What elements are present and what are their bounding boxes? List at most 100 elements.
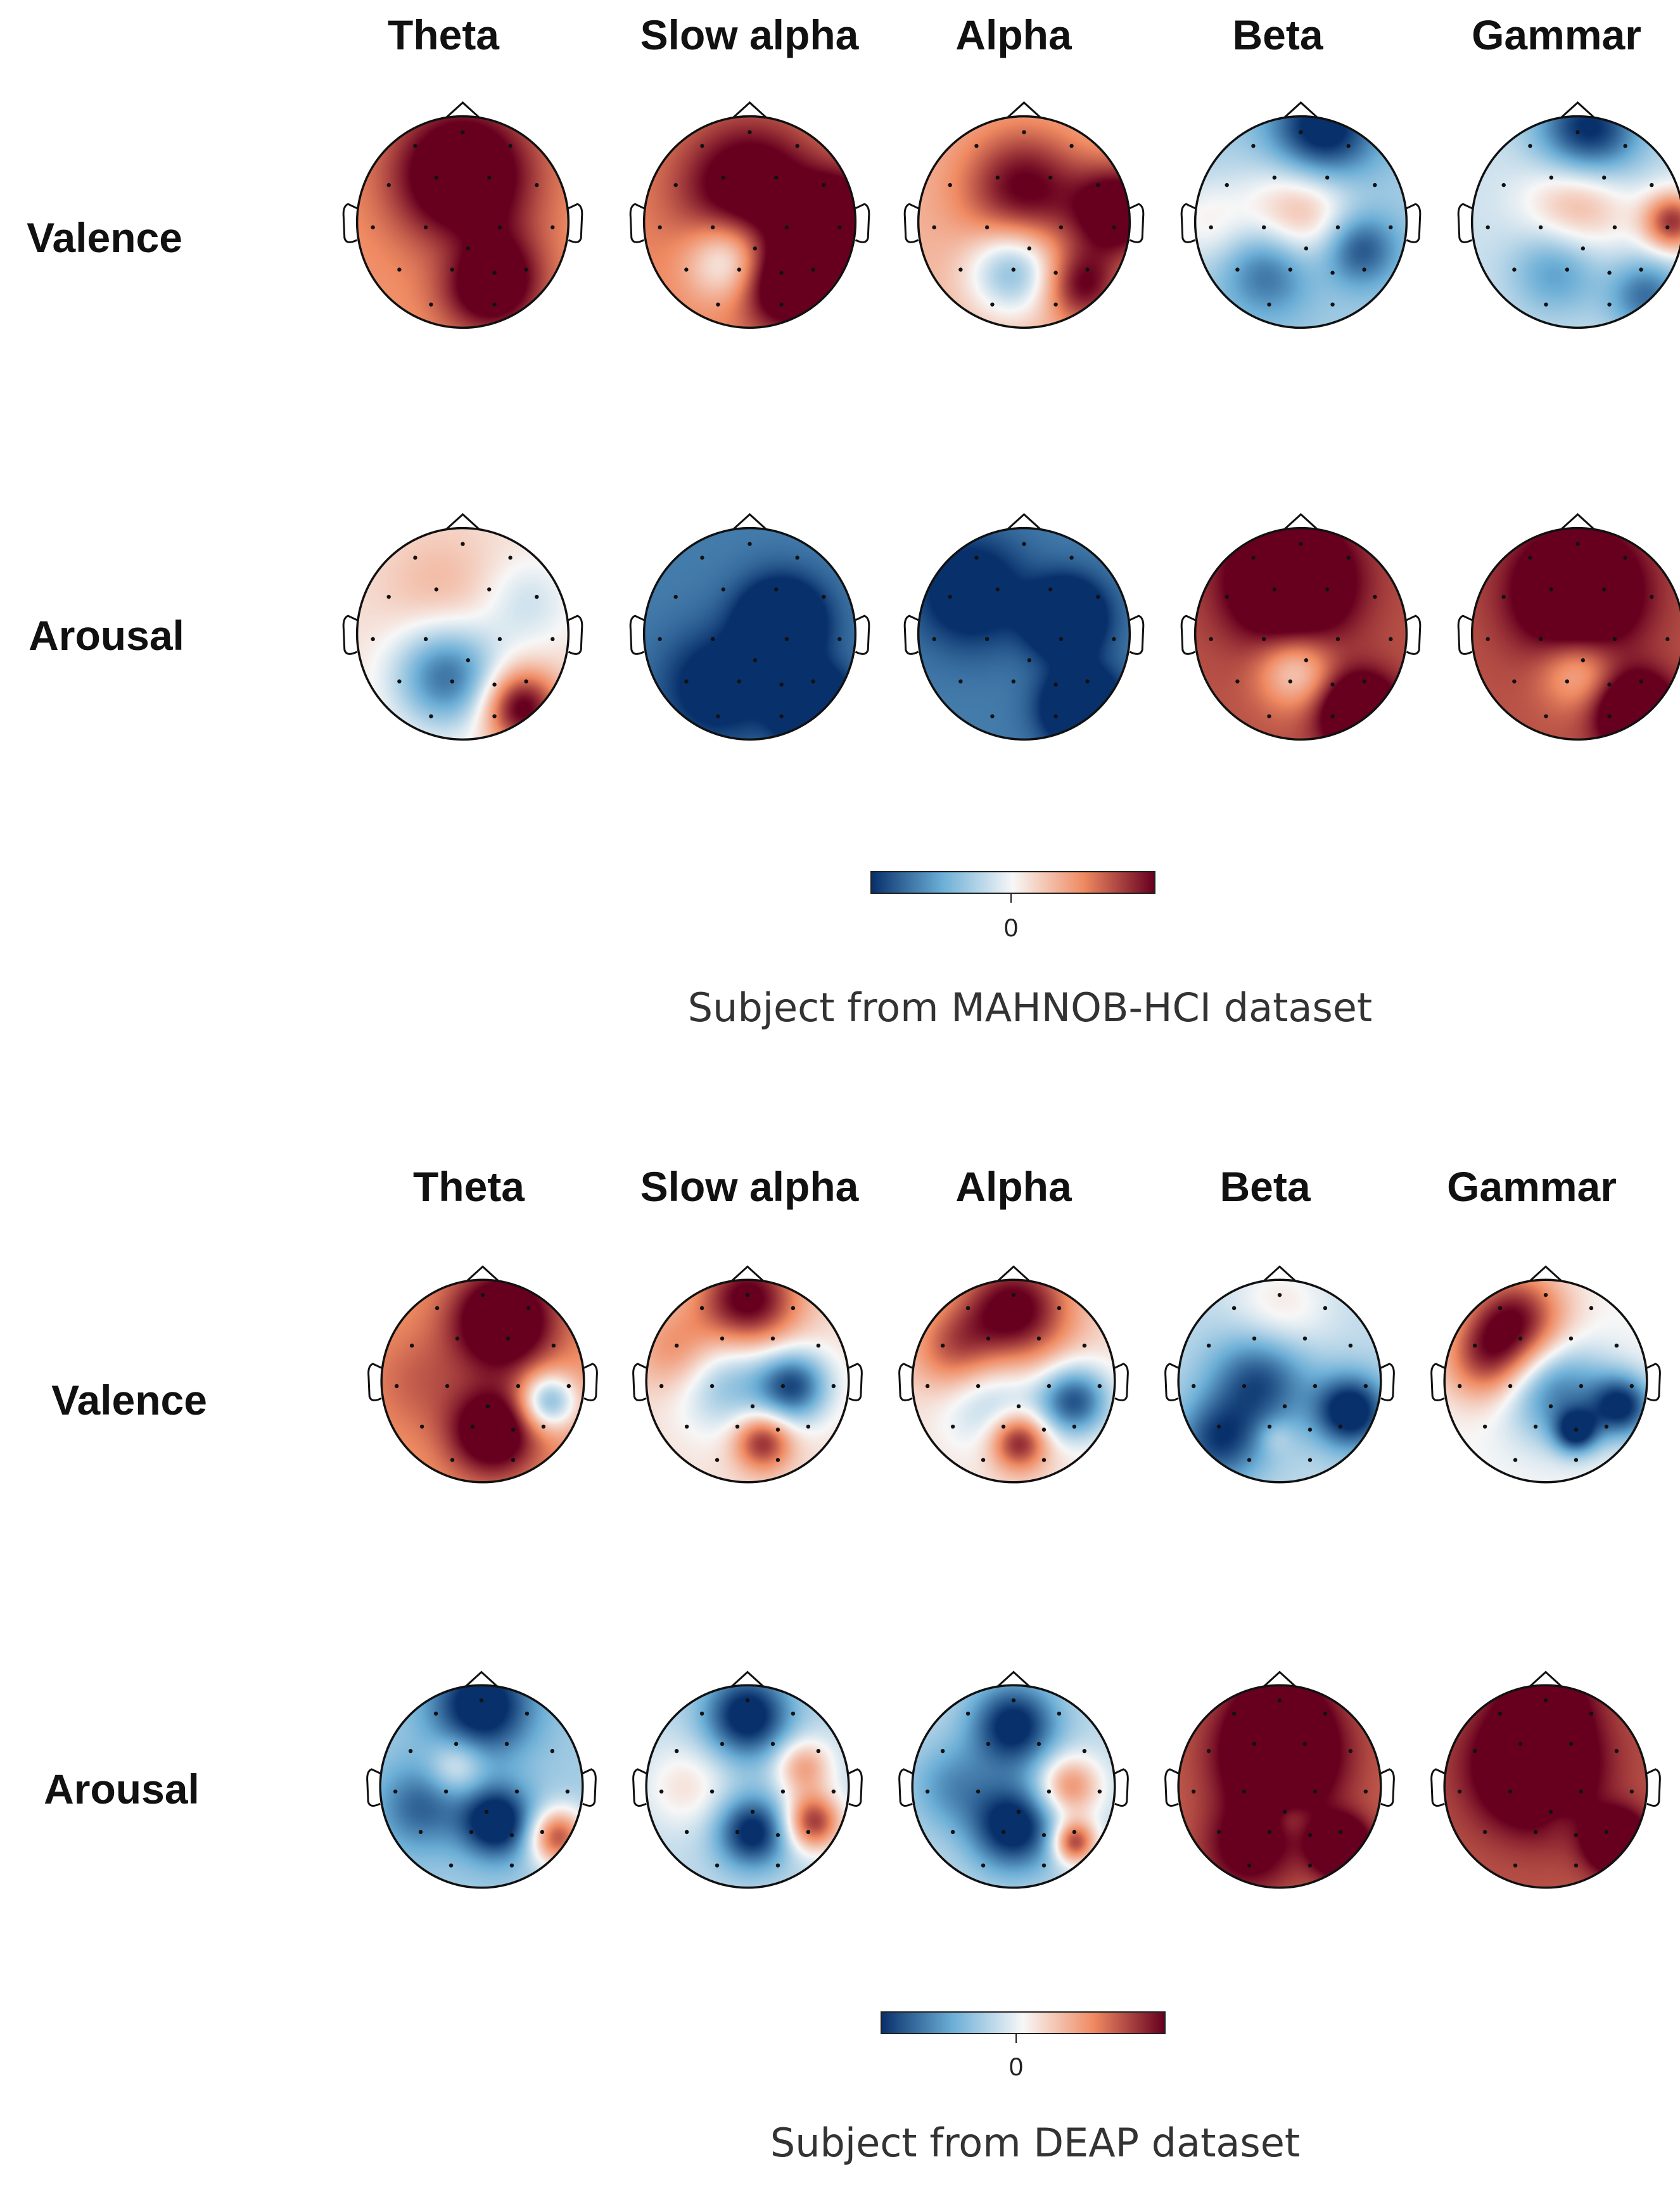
sensor-dot — [1299, 542, 1303, 546]
sensor-dot — [1482, 1830, 1487, 1835]
sensor-dot — [1216, 1830, 1221, 1835]
sensor-dot — [1252, 1336, 1257, 1341]
nose-outline — [1263, 1265, 1297, 1282]
sensor-dot — [492, 271, 497, 275]
sensor-dot — [948, 182, 952, 188]
sensor-dot — [1072, 1424, 1077, 1429]
sensor-dot — [816, 1343, 821, 1348]
sensor-dot — [710, 225, 715, 230]
sensor-dot — [1267, 714, 1271, 718]
sensor-dot — [1082, 1748, 1087, 1754]
sensor-dot — [748, 130, 752, 134]
sensor-dot — [948, 594, 952, 599]
sensor-dot — [1225, 182, 1229, 188]
sensor-dot — [1097, 1384, 1102, 1389]
topomap-arousal-beta — [1180, 512, 1422, 741]
sensor-dot — [1011, 267, 1016, 272]
topomap-field — [357, 528, 569, 740]
sensor-dot — [699, 1306, 704, 1311]
topomap-field — [918, 116, 1130, 328]
sensor-dot — [1242, 1384, 1247, 1389]
sensor-dot — [925, 1384, 930, 1389]
sensor-dot — [674, 1343, 679, 1348]
sensor-dot — [429, 302, 433, 307]
sensor-dot — [1569, 1741, 1574, 1747]
sensor-dot — [958, 267, 963, 272]
sensor-dot — [535, 182, 539, 188]
row-label-arousal: Arousal — [44, 1766, 200, 1812]
sensor-dot — [1574, 1427, 1579, 1432]
topomap-field — [912, 1280, 1115, 1482]
sensor-dot — [1330, 271, 1335, 275]
sensor-dot — [674, 1748, 679, 1754]
sensor-dot — [1330, 302, 1335, 307]
sensor-dot — [1027, 658, 1032, 663]
sensor-dot — [984, 225, 990, 230]
sensor-dot — [371, 225, 375, 230]
sensor-dot — [550, 1748, 555, 1754]
sensor-dot — [1112, 637, 1116, 642]
sensor-dot — [1338, 1830, 1343, 1835]
sensor-dot — [1235, 679, 1240, 684]
sensor-dot — [1302, 1336, 1308, 1341]
sensor-dot — [1313, 1384, 1318, 1389]
sensor-dot — [1389, 637, 1393, 642]
sensor-dot — [1251, 144, 1256, 148]
sensor-dot — [1304, 246, 1309, 251]
left-ear-outline — [632, 1363, 647, 1401]
sensor-dot — [1272, 587, 1276, 592]
nose-outline — [732, 512, 768, 531]
band-label-gammar: Gammar — [1472, 11, 1641, 58]
sensor-dot — [965, 1711, 970, 1716]
sensor-dot — [497, 225, 502, 230]
nose-outline — [730, 1671, 765, 1688]
sensor-dot — [837, 225, 842, 230]
sensor-dot — [1277, 1292, 1282, 1297]
head-outline — [355, 526, 570, 741]
sensor-dot — [1313, 1789, 1318, 1794]
sensor-dot — [1346, 556, 1351, 560]
nose-outline — [996, 1265, 1031, 1282]
sensor-dot — [1574, 1833, 1579, 1837]
sensor-dot — [1048, 587, 1053, 592]
sensor-dot — [525, 1711, 530, 1716]
left-ear-outline — [629, 203, 645, 243]
sensor-dot — [976, 1384, 981, 1389]
sensor-dot — [1001, 1830, 1006, 1835]
sensor-dot — [394, 1384, 399, 1389]
sensor-dot — [1261, 637, 1266, 642]
head-outline — [1443, 1278, 1648, 1484]
panel-deap: Theta Slow alpha Alpha Beta Gammar Valen… — [0, 1140, 1680, 2190]
sensor-dot — [1288, 679, 1293, 684]
sensor-dot — [1363, 1384, 1368, 1389]
sensor-dot — [516, 1384, 521, 1389]
left-ear-outline — [898, 1768, 913, 1807]
sensor-dot — [1548, 1809, 1553, 1814]
sensor-dot — [1016, 1809, 1021, 1814]
sensor-dot — [1231, 1306, 1237, 1311]
row-label-valence: Valence — [51, 1377, 207, 1423]
right-ear-outline — [1114, 1768, 1129, 1807]
sensor-dot — [449, 1863, 454, 1868]
topomap-field — [357, 116, 569, 328]
sensor-dot — [1001, 1424, 1006, 1429]
nose-outline — [1006, 512, 1042, 531]
sensor-dot — [1206, 1343, 1211, 1348]
sensor-dot — [1302, 1741, 1308, 1747]
sensor-dot — [1612, 637, 1617, 642]
topomap-valence-theta — [367, 1265, 598, 1484]
left-ear-outline — [1180, 614, 1196, 655]
sensor-dot — [745, 1698, 750, 1703]
sensor-dot — [1335, 225, 1340, 230]
sensor-dot — [1528, 556, 1532, 560]
nose-outline — [996, 1671, 1031, 1688]
sensor-dot — [1549, 587, 1553, 592]
sensor-dot — [700, 556, 704, 560]
left-ear-outline — [1457, 203, 1473, 243]
sensor-dot — [974, 144, 979, 148]
sensor-dot — [1472, 1343, 1477, 1348]
sensor-dot — [1235, 267, 1240, 272]
colorbar-tick-label: 0 — [1009, 2053, 1024, 2081]
right-ear-outline — [1380, 1768, 1395, 1807]
sensor-dot — [932, 637, 936, 642]
